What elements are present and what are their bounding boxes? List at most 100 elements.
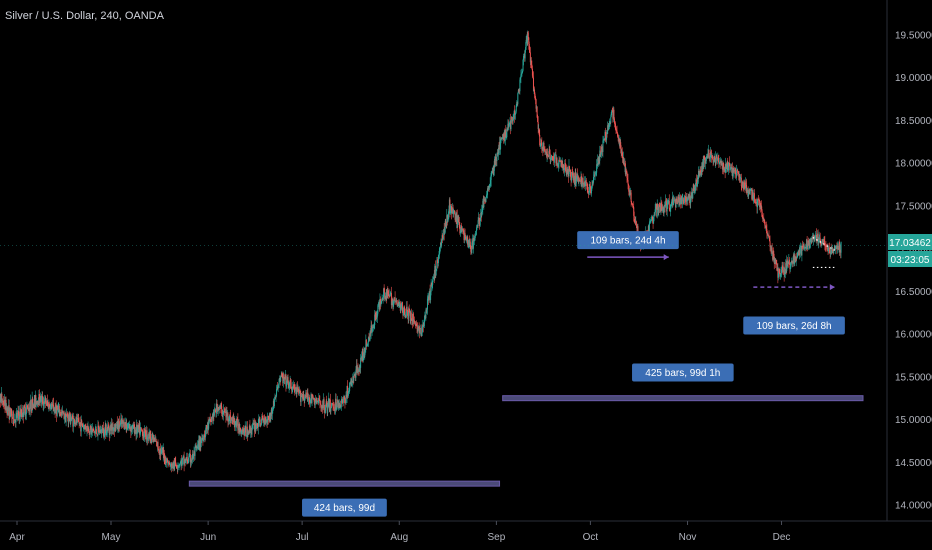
candle-body bbox=[221, 413, 223, 415]
candle-body bbox=[162, 449, 164, 455]
candle-body bbox=[27, 409, 29, 411]
candle-body bbox=[693, 188, 695, 190]
candle-body bbox=[594, 174, 596, 176]
candle-body bbox=[698, 170, 700, 172]
candle-body bbox=[455, 213, 457, 220]
candle-body bbox=[73, 418, 75, 420]
candle-body bbox=[478, 217, 480, 224]
candle-body bbox=[24, 407, 26, 416]
candle-body bbox=[186, 456, 188, 461]
candle-body bbox=[529, 49, 531, 53]
candle-body bbox=[713, 156, 715, 163]
candle-body bbox=[715, 156, 717, 158]
candle-body bbox=[37, 402, 39, 405]
candle-body bbox=[110, 425, 112, 431]
candle-body bbox=[206, 428, 208, 430]
candle-body bbox=[626, 177, 628, 181]
candle-body bbox=[98, 427, 100, 433]
candle-body bbox=[741, 185, 743, 187]
candle-body bbox=[91, 428, 93, 433]
candle-body bbox=[61, 412, 63, 413]
measure-annotation[interactable]: 424 bars, 99d bbox=[188, 480, 501, 517]
candle-body bbox=[772, 250, 774, 260]
candle-body bbox=[473, 240, 475, 242]
candle-body bbox=[289, 382, 291, 387]
candle-body bbox=[350, 380, 352, 383]
candle-body bbox=[19, 411, 21, 417]
candle-body bbox=[635, 221, 637, 223]
candle-body bbox=[426, 309, 428, 313]
candle-body bbox=[94, 431, 96, 433]
candle-body bbox=[430, 282, 432, 293]
candle-body bbox=[829, 247, 831, 254]
measure-annotation[interactable]: 109 bars, 26d 8h bbox=[743, 284, 845, 335]
candle-body bbox=[369, 331, 371, 341]
candle-body bbox=[318, 399, 320, 402]
candle-body bbox=[236, 418, 238, 426]
candle-body bbox=[691, 192, 693, 196]
candle-body bbox=[231, 417, 233, 420]
candle-body bbox=[259, 417, 261, 424]
candle-body bbox=[752, 192, 754, 199]
candle-body bbox=[759, 203, 761, 208]
candle-body bbox=[770, 246, 772, 248]
candle-body bbox=[501, 138, 503, 140]
candle-body bbox=[115, 424, 117, 429]
candle-body bbox=[262, 419, 264, 423]
candle-body bbox=[672, 197, 674, 206]
candle-body bbox=[687, 198, 689, 200]
candle-body bbox=[27, 407, 29, 410]
candle-body bbox=[420, 328, 422, 330]
candle-body bbox=[659, 207, 661, 212]
candle-body bbox=[779, 275, 781, 277]
candle-body bbox=[215, 412, 217, 414]
candle-body bbox=[70, 421, 72, 424]
measure-annotation[interactable]: 109 bars, 24d 4h bbox=[577, 231, 679, 261]
candle-body bbox=[748, 192, 750, 196]
candle-body bbox=[714, 156, 716, 159]
candle-body bbox=[480, 212, 482, 216]
triangle-pattern[interactable] bbox=[812, 237, 836, 269]
candle-body bbox=[173, 461, 175, 469]
candle-body bbox=[689, 195, 691, 199]
candle-body bbox=[229, 415, 231, 417]
candle-body bbox=[116, 421, 118, 425]
candle-body bbox=[831, 249, 833, 251]
candle-body bbox=[763, 219, 765, 222]
candle-body bbox=[429, 291, 431, 294]
candle-body bbox=[807, 244, 809, 250]
candle-body bbox=[428, 293, 430, 301]
candle-body bbox=[494, 156, 496, 166]
candle-body bbox=[19, 411, 21, 420]
candle-body bbox=[513, 114, 515, 120]
candle-body bbox=[561, 163, 563, 165]
candle-body bbox=[588, 192, 590, 194]
candle-body bbox=[510, 121, 511, 130]
candle-body bbox=[126, 429, 128, 431]
candle-body bbox=[710, 151, 712, 158]
candle-body bbox=[751, 192, 753, 199]
measure-annotation[interactable]: 425 bars, 99d 1h bbox=[502, 363, 864, 402]
candle-body bbox=[384, 292, 386, 299]
candle-body bbox=[618, 137, 620, 142]
candle-body bbox=[483, 199, 485, 208]
candle-body bbox=[367, 337, 369, 343]
candle-body bbox=[557, 164, 559, 167]
candle-body bbox=[614, 123, 616, 130]
candle-body bbox=[167, 462, 169, 465]
candle-body bbox=[623, 158, 625, 165]
candle-body bbox=[515, 105, 517, 112]
candle-body bbox=[342, 399, 344, 403]
candle-body bbox=[241, 429, 243, 432]
candle-body bbox=[459, 229, 461, 234]
candle-body bbox=[266, 420, 268, 422]
candle-body bbox=[97, 425, 99, 428]
candle-body bbox=[728, 162, 730, 167]
candle-body bbox=[632, 206, 634, 208]
candle-body bbox=[837, 245, 839, 248]
candle-body bbox=[52, 403, 54, 405]
candle-body bbox=[295, 387, 297, 389]
candle-body bbox=[366, 345, 368, 347]
candle-body bbox=[207, 422, 209, 429]
